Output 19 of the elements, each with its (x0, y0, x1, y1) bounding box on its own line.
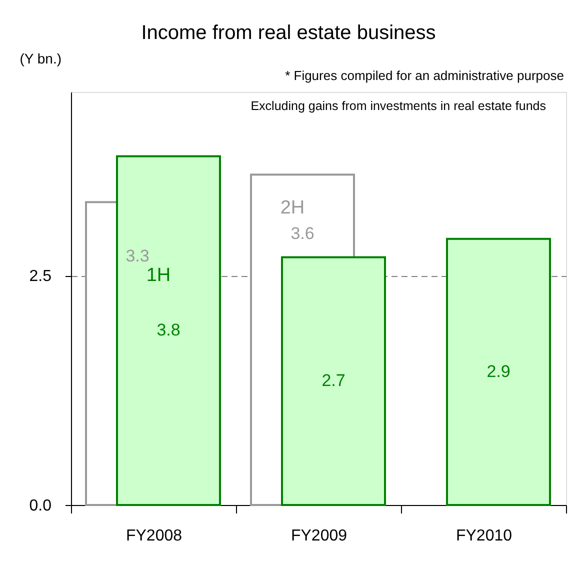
y-axis-title: (Y bn.) (20, 50, 62, 66)
text: * Figures compiled for an administrative purpose (285, 68, 564, 83)
bar (281, 256, 386, 506)
annotation: Excluding gains from investments in real estate funds (250, 99, 546, 113)
data-label: 2.9 (486, 362, 510, 381)
x-tick-label: FY2009 (290, 528, 348, 544)
chart-title: Income from real estate business (141, 22, 436, 44)
data-label: 3.3 (126, 246, 150, 266)
series-label: 2H (280, 198, 305, 219)
data-label: 2.7 (322, 371, 346, 390)
data-label: 3.6 (290, 224, 314, 244)
bar (446, 238, 551, 506)
x-tick-label: FY2008 (126, 528, 182, 544)
data-label: 3.8 (156, 320, 180, 340)
bar (116, 155, 221, 506)
y-tick-label: 0.0 (29, 498, 52, 514)
x-tick-label: FY2010 (456, 528, 512, 544)
series-label: 1H (146, 264, 171, 286)
y-tick-label: 2.5 (29, 268, 52, 286)
